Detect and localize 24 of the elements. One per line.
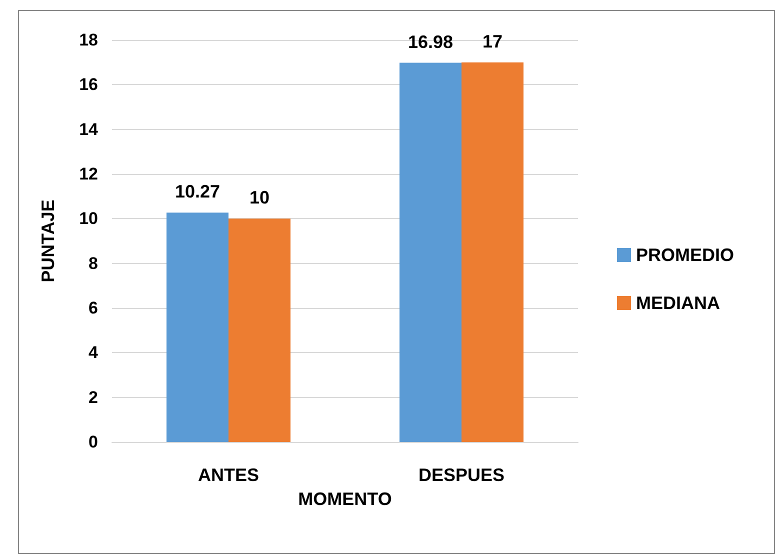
- bar: [228, 218, 290, 442]
- x-tick-label: ANTES: [198, 465, 260, 485]
- data-label: 10: [249, 188, 270, 208]
- data-label: 10.27: [174, 182, 220, 202]
- legend-label: MEDIANA: [636, 293, 720, 313]
- y-axis-title: PUNTAJE: [38, 200, 58, 282]
- y-tick-label: 4: [88, 343, 99, 362]
- y-tick-label: 18: [79, 30, 98, 50]
- y-tick-label: 16: [79, 75, 98, 94]
- legend-label: PROMEDIO: [636, 245, 734, 265]
- bar: [166, 212, 228, 442]
- y-tick-label: 0: [88, 432, 98, 452]
- x-axis-title: MOMENTO: [298, 489, 392, 509]
- bar: [462, 62, 524, 442]
- data-label: 16.98: [408, 32, 454, 52]
- y-tick-label: 14: [79, 120, 99, 139]
- y-tick-label: 2: [88, 388, 98, 407]
- y-tick-label: 8: [88, 254, 98, 273]
- y-tick-label: 6: [88, 298, 98, 318]
- y-tick-label: 10: [79, 209, 98, 228]
- data-label: 17: [482, 31, 503, 52]
- bar: [400, 62, 462, 442]
- x-tick-label: DESPUES: [418, 465, 505, 485]
- y-tick-label: 12: [79, 164, 98, 184]
